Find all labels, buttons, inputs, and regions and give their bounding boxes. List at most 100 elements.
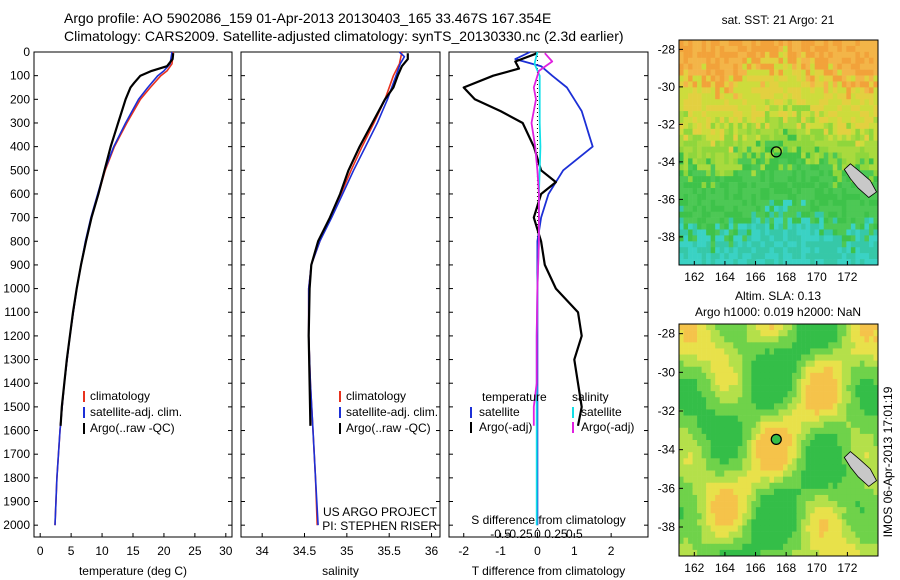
map-cell <box>846 354 852 361</box>
map-cell <box>697 140 702 147</box>
map-cell <box>792 501 797 508</box>
map-cell <box>783 253 788 260</box>
map-cell <box>724 433 730 441</box>
map-cell <box>760 188 766 195</box>
map-cell <box>737 513 743 520</box>
map-cell <box>819 93 825 100</box>
map-cell <box>850 543 856 551</box>
map-cell <box>823 372 829 380</box>
map-cell <box>819 525 825 532</box>
map-cell <box>679 507 684 514</box>
map-cell <box>715 519 720 526</box>
map-cell <box>760 63 766 70</box>
map-cell <box>823 440 829 447</box>
map-cell <box>710 507 716 514</box>
map-cell <box>787 330 793 337</box>
map-cell <box>814 342 820 349</box>
map-cell <box>828 211 834 218</box>
map-cell <box>864 397 870 404</box>
map-cell <box>823 259 829 266</box>
map-cell <box>783 330 788 337</box>
map-cell <box>733 421 739 429</box>
map-cell <box>742 75 748 82</box>
map-cell <box>873 229 879 236</box>
difference-legend-label: satellite <box>581 405 622 419</box>
map-cell <box>850 391 856 398</box>
map-cell <box>796 336 802 343</box>
map-cell <box>760 440 766 447</box>
map-cell <box>760 397 766 404</box>
map-cell <box>783 354 788 361</box>
map-cell <box>828 223 834 230</box>
map-cell <box>859 507 865 514</box>
temperature-difference-tick-label: 0 <box>534 544 541 558</box>
map-cell <box>810 372 815 380</box>
map-cell <box>846 134 852 141</box>
map-cell <box>733 205 739 213</box>
map-cell <box>864 241 870 248</box>
map-cell <box>773 93 779 100</box>
map-cell <box>855 427 861 435</box>
map-cell <box>710 152 716 159</box>
map-cell <box>742 193 748 201</box>
coastline <box>843 163 878 199</box>
map-cell <box>692 354 698 361</box>
map-cell <box>769 391 775 398</box>
map-cell <box>828 403 834 410</box>
map-cell <box>719 176 725 183</box>
map-cell <box>742 476 748 484</box>
map-cell <box>859 193 865 201</box>
map-cell <box>742 501 748 508</box>
map-cell <box>855 164 861 171</box>
map-cell <box>701 40 707 47</box>
map-cell <box>841 415 847 422</box>
map-cell <box>855 205 861 213</box>
map-cell <box>837 372 843 380</box>
map-cell <box>746 57 752 64</box>
map-cell <box>769 170 775 177</box>
map-cell <box>697 501 702 508</box>
map-cell <box>792 446 797 453</box>
map-cell <box>728 45 734 53</box>
map-cell <box>796 537 802 545</box>
map-cell <box>706 366 711 374</box>
map-cell <box>751 513 757 520</box>
map-cell <box>764 378 770 386</box>
map-cell <box>855 63 861 70</box>
map-cell <box>792 93 797 100</box>
map-cell <box>742 452 748 459</box>
map-cell <box>751 360 757 368</box>
map-cell <box>773 397 779 404</box>
map-cell <box>733 336 739 343</box>
map-cell <box>737 397 743 404</box>
map-cell <box>701 476 707 484</box>
map-cell <box>783 205 788 213</box>
map-cell <box>819 385 825 392</box>
map-cell <box>701 193 707 201</box>
map-cell <box>855 116 861 124</box>
map-cell <box>701 259 707 266</box>
longitude-tick-label: 168 <box>776 561 796 575</box>
map-cell <box>832 170 838 177</box>
map-cell <box>769 69 775 76</box>
map-cell <box>769 549 775 557</box>
map-cell <box>801 247 806 254</box>
map-cell <box>773 519 779 526</box>
map-cell <box>719 470 725 477</box>
map-cell <box>724 397 730 404</box>
map-cell <box>792 99 797 106</box>
map-cell <box>769 51 775 59</box>
map-cell <box>778 111 784 118</box>
map-cell <box>787 111 793 118</box>
map-cell <box>828 134 834 141</box>
map-cell <box>841 211 847 218</box>
map-cell <box>710 525 716 532</box>
map-cell <box>688 93 693 100</box>
map-cell <box>846 40 852 47</box>
map-cell <box>733 99 739 106</box>
map-cell <box>837 217 843 224</box>
map-cell <box>737 409 743 416</box>
map-cell <box>873 464 879 471</box>
map-cell <box>837 507 843 514</box>
map-cell <box>841 51 847 59</box>
